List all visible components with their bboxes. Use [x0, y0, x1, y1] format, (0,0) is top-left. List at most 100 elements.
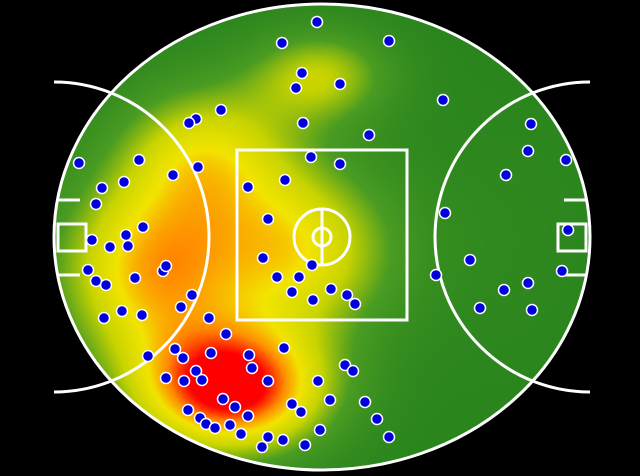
possession-point[interactable]: [561, 223, 575, 237]
goal-square-left: [56, 222, 88, 253]
possession-point[interactable]: [285, 397, 299, 411]
possession-point[interactable]: [310, 15, 324, 29]
possession-point[interactable]: [311, 374, 325, 388]
possession-point[interactable]: [208, 421, 222, 435]
possession-point[interactable]: [382, 34, 396, 48]
possession-point[interactable]: [219, 327, 233, 341]
possession-point[interactable]: [189, 364, 203, 378]
possession-point[interactable]: [358, 395, 372, 409]
possession-point[interactable]: [305, 258, 319, 272]
possession-point[interactable]: [256, 251, 270, 265]
possession-point[interactable]: [270, 270, 284, 284]
possession-point[interactable]: [276, 433, 290, 447]
possession-point[interactable]: [177, 374, 191, 388]
possession-point[interactable]: [463, 253, 477, 267]
possession-point[interactable]: [119, 228, 133, 242]
possession-point[interactable]: [294, 405, 308, 419]
possession-point[interactable]: [181, 403, 195, 417]
possession-point[interactable]: [346, 364, 360, 378]
possession-point[interactable]: [81, 263, 95, 277]
possession-point[interactable]: [473, 301, 487, 315]
possession-point[interactable]: [72, 156, 86, 170]
possession-point[interactable]: [304, 150, 318, 164]
possession-point[interactable]: [333, 157, 347, 171]
possession-point[interactable]: [241, 180, 255, 194]
possession-point[interactable]: [362, 128, 376, 142]
possession-point[interactable]: [429, 268, 443, 282]
possession-point[interactable]: [242, 348, 256, 362]
possession-point[interactable]: [497, 283, 511, 297]
possession-point[interactable]: [245, 361, 259, 375]
possession-point[interactable]: [223, 418, 237, 432]
possession-point[interactable]: [275, 36, 289, 50]
possession-point[interactable]: [292, 270, 306, 284]
possession-point[interactable]: [195, 373, 209, 387]
possession-point[interactable]: [168, 342, 182, 356]
possession-point[interactable]: [159, 371, 173, 385]
possession-point[interactable]: [115, 304, 129, 318]
possession-point[interactable]: [99, 278, 113, 292]
possession-point[interactable]: [176, 351, 190, 365]
possession-point[interactable]: [324, 282, 338, 296]
possession-point[interactable]: [214, 103, 228, 117]
possession-point[interactable]: [261, 374, 275, 388]
possession-point[interactable]: [525, 303, 539, 317]
possession-point[interactable]: [121, 239, 135, 253]
possession-point[interactable]: [524, 117, 538, 131]
possession-point[interactable]: [306, 293, 320, 307]
possession-point[interactable]: [241, 409, 255, 423]
possession-point[interactable]: [436, 93, 450, 107]
possession-point[interactable]: [132, 153, 146, 167]
fifty-metre-arc-left: [54, 80, 211, 394]
possession-point[interactable]: [348, 297, 362, 311]
possession-point[interactable]: [261, 430, 275, 444]
possession-point[interactable]: [182, 116, 196, 130]
possession-point[interactable]: [295, 66, 309, 80]
possession-point[interactable]: [95, 181, 109, 195]
possession-point[interactable]: [85, 233, 99, 247]
possession-point[interactable]: [521, 144, 535, 158]
possession-point[interactable]: [382, 430, 396, 444]
possession-points: [72, 15, 601, 454]
possession-point[interactable]: [216, 392, 230, 406]
possession-point[interactable]: [159, 259, 173, 273]
possession-point[interactable]: [89, 197, 103, 211]
possession-point[interactable]: [438, 206, 452, 220]
possession-point[interactable]: [228, 400, 242, 414]
possession-point[interactable]: [333, 77, 347, 91]
possession-point[interactable]: [285, 285, 299, 299]
possession-point[interactable]: [289, 81, 303, 95]
possession-point[interactable]: [204, 346, 218, 360]
possession-point[interactable]: [499, 168, 513, 182]
possession-point[interactable]: [166, 168, 180, 182]
possession-point[interactable]: [117, 175, 131, 189]
possession-point[interactable]: [128, 271, 142, 285]
possession-point[interactable]: [323, 393, 337, 407]
possession-point[interactable]: [370, 412, 384, 426]
possession-point[interactable]: [103, 240, 117, 254]
possession-point[interactable]: [185, 288, 199, 302]
possession-point[interactable]: [278, 173, 292, 187]
possession-point[interactable]: [277, 341, 291, 355]
possession-point[interactable]: [255, 440, 269, 454]
possession-point[interactable]: [141, 349, 155, 363]
possession-point[interactable]: [135, 308, 149, 322]
possession-point[interactable]: [559, 153, 573, 167]
possession-point[interactable]: [340, 288, 354, 302]
centre-square: [235, 148, 409, 322]
possession-point[interactable]: [234, 427, 248, 441]
possession-point[interactable]: [97, 311, 111, 325]
possession-point[interactable]: [521, 276, 535, 290]
possession-point[interactable]: [588, 230, 601, 244]
possession-point[interactable]: [313, 423, 327, 437]
possession-point[interactable]: [555, 264, 569, 278]
possession-point[interactable]: [202, 311, 216, 325]
possession-point[interactable]: [136, 220, 150, 234]
possession-point[interactable]: [174, 300, 188, 314]
possession-point[interactable]: [261, 212, 275, 226]
possession-point[interactable]: [191, 160, 205, 174]
possession-point[interactable]: [298, 438, 312, 452]
possession-point[interactable]: [296, 116, 310, 130]
